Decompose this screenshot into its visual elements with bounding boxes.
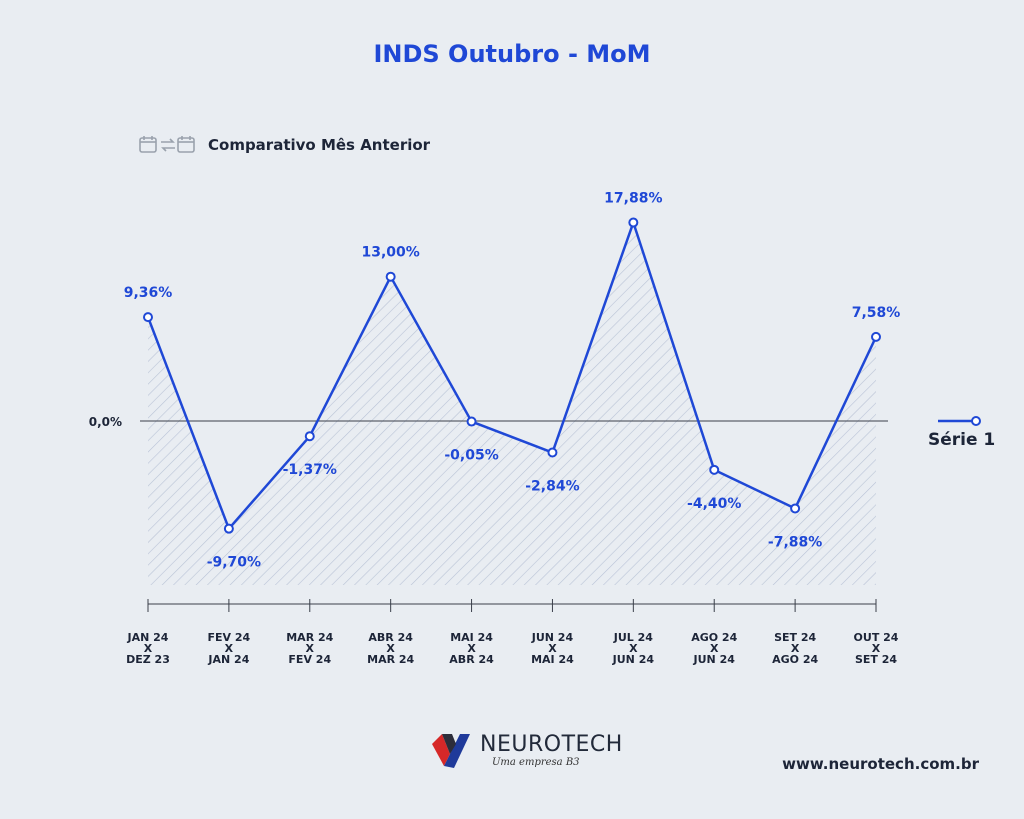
brand-name: NEUROTECH [480, 731, 623, 757]
x-tick-label: JAN 24 [127, 631, 169, 644]
zero-label: 0,0% [89, 415, 122, 429]
brand-tagline: Uma empresa B3 [492, 756, 580, 768]
x-tick-label: X [548, 642, 557, 655]
neurotech-logo-icon [432, 734, 470, 768]
x-tick-label: FEV 24 [288, 653, 331, 666]
data-label: -2,84% [525, 479, 579, 495]
x-tick-label: X [791, 642, 800, 655]
data-point [466, 416, 477, 427]
data-point [709, 464, 720, 475]
series-line [146, 221, 878, 530]
data-point [143, 312, 153, 323]
x-tick-label: SET 24 [774, 631, 816, 644]
data-label: 17,88% [604, 191, 662, 207]
data-point [304, 431, 315, 442]
data-label: -7,88% [768, 534, 822, 550]
data-label: -4,40% [687, 496, 741, 512]
x-tick-label: AGO 24 [691, 631, 737, 644]
x-tick-label: SET 24 [855, 653, 897, 666]
x-tick-label: X [629, 642, 638, 655]
x-tick-label: MAI 24 [450, 631, 493, 644]
x-tick-label: JUN 24 [531, 631, 574, 644]
x-tick-label: MAR 24 [367, 653, 414, 666]
data-point [628, 217, 639, 228]
data-label: 7,58% [852, 305, 901, 321]
x-tick-label: ABR 24 [449, 653, 494, 666]
calendar-compare-icon [138, 134, 198, 156]
data-label: -0,05% [444, 448, 498, 464]
x-tick-label: X [225, 642, 234, 655]
x-tick-label: JAN 24 [207, 653, 249, 666]
x-tick-label: X [872, 642, 881, 655]
legend-marker [938, 416, 981, 426]
x-tick-label: X [386, 642, 395, 655]
x-tick-label: JUN 24 [693, 653, 736, 666]
data-point [547, 447, 558, 458]
x-tick-label: OUT 24 [854, 631, 899, 644]
data-point [871, 331, 881, 342]
x-tick-label: X [144, 642, 153, 655]
subtitle-row: Comparativo Mês Anterior [138, 134, 430, 156]
data-label: 9,36% [124, 285, 173, 301]
data-point [223, 523, 234, 534]
brand-logo: NEUROTECH Uma empresa B3 [430, 730, 623, 770]
x-tick-label: ABR 24 [368, 631, 413, 644]
x-tick-label: X [467, 642, 476, 655]
legend-label: Série 1 [928, 430, 996, 450]
x-tick-label: FEV 24 [208, 631, 251, 644]
data-point [385, 271, 396, 282]
x-tick-label: AGO 24 [772, 653, 818, 666]
x-tick-label: DEZ 23 [126, 653, 170, 666]
x-tick-label: X [710, 642, 719, 655]
data-label: -9,70% [207, 555, 261, 571]
x-tick-label: X [306, 642, 315, 655]
data-label: -1,37% [283, 462, 337, 478]
x-tick-label: JUN 24 [612, 653, 655, 666]
chart-subtitle: Comparativo Mês Anterior [208, 136, 431, 154]
series-area [148, 222, 876, 586]
x-tick-label: MAI 24 [531, 653, 574, 666]
x-tick-label: JUL 24 [613, 631, 654, 644]
chart-title: INDS Outubro - MoM [373, 40, 651, 68]
x-tick-label: MAR 24 [286, 631, 333, 644]
data-point [790, 503, 801, 514]
data-label: 13,00% [362, 245, 420, 261]
website-url: www.neurotech.com.br [782, 755, 979, 773]
